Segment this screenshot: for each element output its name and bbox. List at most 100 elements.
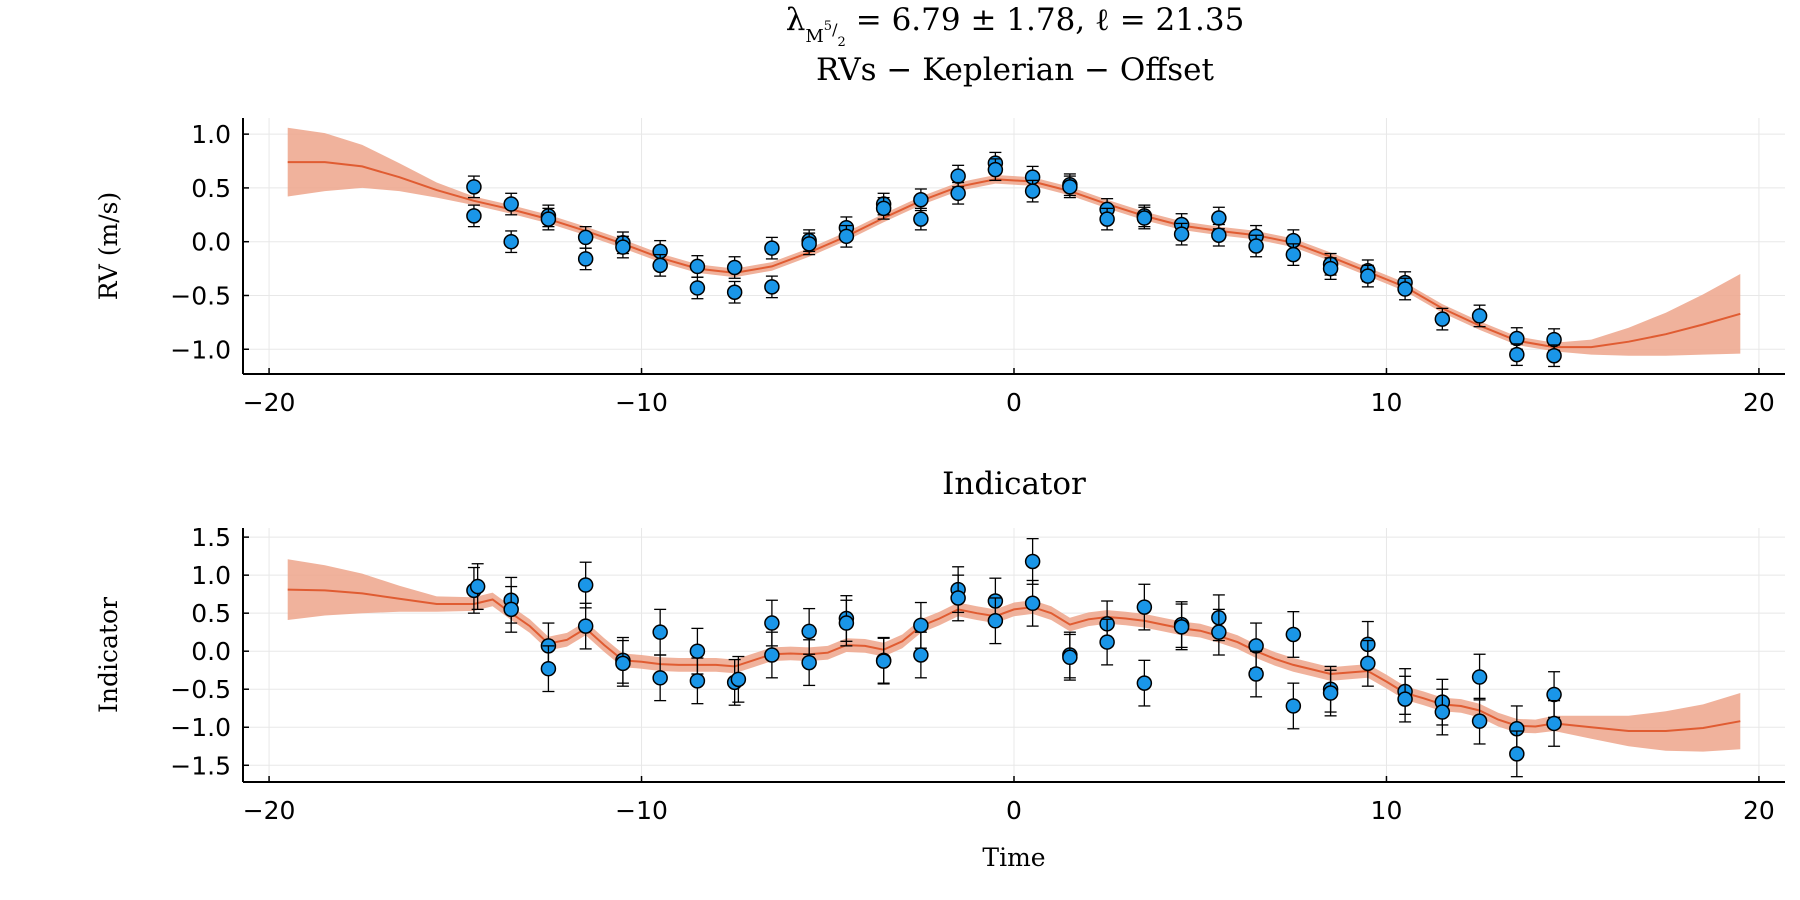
data-marker [466, 208, 482, 224]
x-axis-label: Time [982, 843, 1045, 872]
data-marker [1211, 624, 1227, 640]
data-marker [801, 236, 817, 252]
indicator-panel: −20 −10 0 10 20 −1.5 −1.0 −0.5 0.0 0.5 1.0 1.5 Indic… [94, 466, 1785, 872]
y-tick-label: −0.5 [170, 675, 231, 704]
data-point [764, 236, 780, 260]
data-marker [1062, 649, 1078, 666]
data-point [1434, 688, 1451, 736]
data-marker [1211, 227, 1227, 243]
x-tick-label: 10 [1371, 796, 1403, 825]
data-marker [1397, 281, 1413, 297]
data-point [469, 563, 486, 611]
data-point [1024, 537, 1041, 585]
data-marker [1546, 686, 1562, 703]
data-point [689, 657, 706, 705]
y-axis-label: RV (m/s) [94, 192, 123, 300]
x-tick-label: −10 [615, 388, 668, 417]
data-marker [950, 590, 966, 606]
data-marker [503, 601, 519, 618]
data-marker [1509, 746, 1525, 762]
data-marker [1099, 634, 1115, 650]
data-point [1509, 730, 1525, 778]
title-denominator: 2 [837, 35, 845, 50]
data-point [801, 232, 817, 256]
data-point [466, 175, 482, 199]
data-marker [764, 240, 780, 256]
data-marker [1471, 669, 1488, 685]
data-marker [577, 618, 594, 634]
data-marker [726, 284, 743, 301]
y-tick-label: −1.5 [170, 751, 231, 780]
data-point [1360, 639, 1376, 687]
data-point [1285, 611, 1302, 658]
data-point [1136, 206, 1153, 230]
data-point [1136, 659, 1153, 707]
data-marker [987, 613, 1004, 629]
figure-title: λM5/2 = 6.79 ± 1.78, ℓ = 21.35 RVs − Kepl… [786, 2, 1245, 88]
data-point [730, 655, 747, 703]
data-marker [764, 279, 780, 295]
data-marker [875, 653, 892, 669]
data-marker [1434, 704, 1451, 720]
rv-panel: −20 −10 0 10 20 −1.0 −0.5 0.0 0.5 1.0 RV (m/s) [94, 118, 1785, 417]
data-marker [1173, 619, 1190, 635]
data-marker [1471, 713, 1488, 729]
data-marker [577, 251, 594, 267]
x-tick-label: 20 [1743, 796, 1775, 825]
data-marker [1024, 553, 1041, 570]
data-point [1173, 222, 1190, 246]
data-point [1099, 618, 1115, 666]
x-tick-label: 10 [1371, 388, 1403, 417]
data-point [1397, 277, 1413, 301]
data-marker [913, 617, 929, 634]
data-marker [689, 673, 706, 689]
data-point [726, 280, 743, 304]
data-marker [801, 654, 817, 671]
data-point [1471, 697, 1488, 745]
data-point [1285, 243, 1302, 267]
data-marker [540, 660, 557, 677]
data-point [1099, 207, 1115, 231]
data-marker [1546, 347, 1562, 364]
y-tick-label: 0.0 [191, 228, 231, 257]
data-point [1397, 675, 1413, 723]
data-marker [1285, 626, 1302, 643]
data-marker [652, 624, 668, 640]
data-point [1546, 699, 1562, 747]
title-subscript: M [805, 26, 823, 47]
data-marker [689, 280, 706, 296]
data-marker [1360, 655, 1376, 672]
data-point [1322, 257, 1339, 280]
data-marker [466, 179, 482, 195]
data-point [652, 608, 668, 656]
x-tick-label: 0 [1006, 388, 1022, 417]
data-point [987, 597, 1004, 645]
data-marker [764, 647, 780, 663]
data-marker [1397, 691, 1413, 707]
y-tick-label: 1.0 [191, 120, 231, 149]
data-point [1248, 650, 1264, 698]
data-point [950, 181, 966, 205]
data-point [615, 639, 631, 687]
data-point [1322, 669, 1339, 717]
data-point [1285, 682, 1302, 730]
data-marker [1434, 311, 1451, 327]
data-point [726, 256, 743, 279]
y-axis-label: Indicator [94, 597, 123, 713]
data-point [875, 637, 892, 685]
data-point [1509, 343, 1525, 367]
data-marker [689, 258, 706, 275]
x-tick-label: −20 [243, 796, 296, 825]
data-point [577, 561, 594, 609]
data-point [652, 654, 668, 702]
data-marker [652, 257, 668, 274]
model-uncertainty-band [287, 559, 1741, 752]
title-slash: / [832, 20, 838, 39]
data-point [987, 158, 1004, 182]
data-marker [689, 643, 706, 659]
data-point [503, 585, 519, 633]
x-tick-label: 0 [1006, 796, 1022, 825]
data-marker [577, 577, 594, 593]
data-point [1434, 307, 1451, 331]
